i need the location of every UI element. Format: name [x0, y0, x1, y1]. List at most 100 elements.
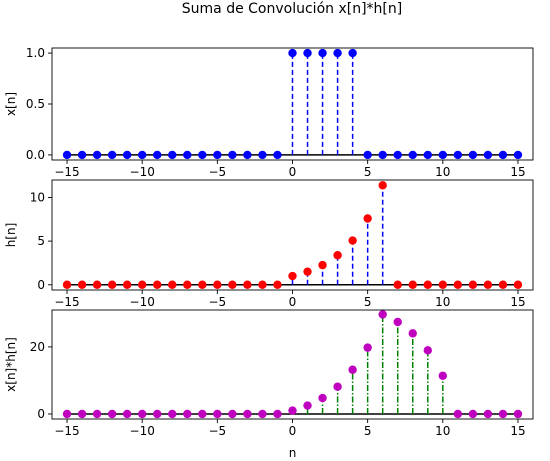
data-point	[62, 150, 72, 160]
y-tick-label: 20	[30, 340, 45, 354]
data-point	[453, 409, 463, 419]
y-tick-label: 5	[37, 234, 45, 248]
data-point	[153, 409, 162, 419]
data-point	[288, 48, 297, 58]
data-point	[168, 280, 177, 289]
data-point	[77, 150, 87, 160]
data-point	[423, 280, 432, 289]
data-point	[228, 409, 237, 419]
data-point	[333, 48, 342, 58]
data-point	[393, 150, 402, 160]
data-point	[213, 280, 222, 289]
data-point	[258, 409, 267, 419]
data-point	[498, 150, 508, 160]
data-point	[408, 280, 417, 289]
x-tick-label: 0	[289, 424, 297, 438]
data-point	[198, 150, 207, 160]
x-tick-label: −10	[130, 295, 155, 309]
x-tick-label: 10	[435, 424, 450, 438]
data-point	[243, 150, 252, 160]
data-point	[288, 271, 297, 281]
x-tick-label: −10	[130, 165, 155, 179]
data-point	[453, 150, 463, 160]
x-tick-label: 5	[364, 165, 372, 179]
x-tick-label: 0	[289, 165, 297, 179]
y-tick-label: 0.0	[26, 148, 45, 162]
x-axis-label: n	[289, 446, 297, 460]
y-axis-label: x[n]*h[n]	[4, 337, 18, 392]
data-point	[423, 150, 432, 160]
x-tick-label: 5	[364, 424, 372, 438]
x-tick-label: 5	[364, 295, 372, 309]
x-tick-label: −15	[54, 165, 79, 179]
data-point	[243, 409, 252, 419]
data-point	[258, 280, 267, 289]
x-tick-label: −15	[54, 295, 79, 309]
subplots: −15 −10 −5 0 5 10 15 0.0 0.5 1.0 x[n] −15 −10 −5 0 5 10 1…	[4, 46, 534, 460]
data-point	[378, 310, 387, 319]
data-point	[273, 150, 282, 160]
data-point	[168, 150, 177, 160]
data-point	[393, 317, 402, 327]
data-point	[498, 409, 508, 419]
data-point	[393, 280, 402, 289]
data-point	[183, 280, 192, 289]
data-point	[153, 280, 162, 289]
y-tick-label: 0	[37, 407, 45, 421]
data-point	[92, 409, 102, 419]
data-point	[408, 150, 417, 160]
data-point	[168, 409, 177, 419]
data-point	[513, 409, 523, 419]
data-point	[137, 409, 147, 419]
y-tick-label: 0	[37, 278, 45, 292]
subplot-2: −15 −10 −5 0 5 10 15 0 5 10 h[n]	[4, 179, 534, 309]
data-point	[303, 267, 312, 276]
data-point	[107, 150, 117, 160]
data-point	[318, 393, 327, 403]
data-point	[62, 409, 72, 419]
data-point	[183, 150, 192, 160]
data-point	[107, 409, 117, 419]
x-tick-label: 15	[510, 424, 525, 438]
data-point	[363, 214, 372, 223]
x-tick-label: 10	[435, 295, 450, 309]
x-tick-label: −5	[208, 424, 226, 438]
data-point	[243, 280, 252, 289]
data-point	[423, 346, 432, 355]
data-point	[303, 401, 312, 410]
x-tick-label: −5	[208, 165, 226, 179]
data-point	[333, 251, 342, 260]
data-point	[483, 150, 493, 160]
data-point	[483, 409, 493, 419]
data-point	[107, 280, 117, 289]
data-point	[453, 280, 463, 289]
figure-title: Suma de Convolución x[n]*h[n]	[182, 1, 402, 17]
data-point	[318, 48, 327, 58]
x-tick-label: 0	[289, 295, 297, 309]
data-point	[122, 409, 132, 419]
data-point	[378, 150, 387, 160]
y-tick-label: 1.0	[26, 46, 45, 60]
data-point	[483, 280, 493, 289]
data-point	[288, 406, 297, 415]
data-point	[333, 382, 342, 391]
data-point	[363, 343, 372, 352]
y-tick-label: 0.5	[26, 97, 45, 111]
data-point	[438, 371, 448, 380]
data-point	[348, 48, 357, 58]
data-point	[438, 150, 448, 160]
x-tick-label: 15	[510, 165, 525, 179]
data-point	[348, 236, 357, 245]
data-point	[228, 280, 237, 289]
data-point	[213, 409, 222, 419]
data-point	[62, 280, 72, 289]
x-tick-label: −10	[130, 424, 155, 438]
subplot-3: −15 −10 −5 0 5 10 15 0 20 x[n]*h[n] n	[4, 309, 534, 460]
data-point	[258, 150, 267, 160]
x-tick-label: −15	[54, 424, 79, 438]
data-point	[153, 150, 162, 160]
data-point	[273, 280, 282, 289]
data-point	[348, 365, 357, 374]
data-point	[122, 150, 132, 160]
